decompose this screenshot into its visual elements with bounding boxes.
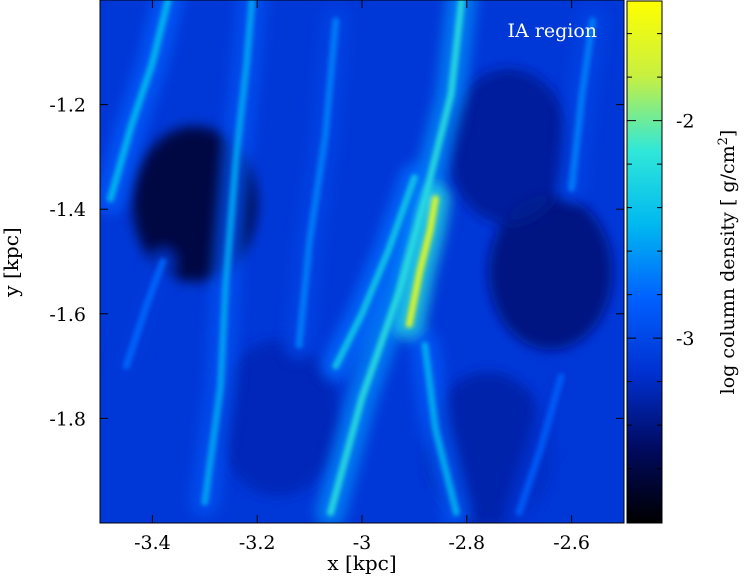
- colorbar-label-text: log column density [ g/cm: [717, 145, 739, 394]
- void-region: [488, 193, 613, 350]
- filament-core: [515, 373, 565, 516]
- x-tick-label: -2.6: [553, 532, 590, 554]
- y-tick-label: -1.8: [49, 408, 86, 430]
- filament-core: [568, 17, 597, 192]
- filament-core: [421, 341, 460, 516]
- y-axis: -1.2 -1.4 -1.6 -1.8: [49, 95, 624, 430]
- filament-core: [405, 195, 439, 328]
- filament-core: [332, 174, 418, 370]
- y-axis-label: y [kpc]: [0, 227, 23, 297]
- x-tick-label: -2.8: [448, 532, 485, 554]
- y-tick-label: -1.6: [49, 304, 86, 326]
- y-tick-label: -1.4: [49, 199, 86, 221]
- colorbar-tick-label: -3: [676, 328, 695, 350]
- filament-core: [327, 0, 466, 516]
- filament-core: [201, 0, 256, 506]
- colorbar-scale: [626, 0, 663, 524]
- void-region: [446, 68, 571, 225]
- x-axis-label: x [kpc]: [327, 551, 396, 575]
- heatmap-panel: [100, 0, 624, 523]
- filament-core: [107, 0, 172, 203]
- y-tick-label: -1.2: [49, 95, 86, 117]
- colorbar: -2 -3 log column density [ g/cm2]: [626, 0, 739, 524]
- void-region: [216, 340, 341, 497]
- colorbar-ticks: -2 -3: [627, 33, 695, 513]
- colorbar-label-sup: 2: [716, 137, 731, 145]
- x-tick-label: -3.4: [134, 532, 171, 554]
- colorbar-tick-label: -2: [676, 111, 695, 133]
- x-tick-label: -3.2: [239, 532, 276, 554]
- region-annotation: IA region: [507, 20, 597, 42]
- colorbar-label-close: ]: [717, 130, 739, 137]
- filament-core: [295, 17, 340, 349]
- colorbar-label: log column density [ g/cm2]: [716, 130, 739, 395]
- x-axis: -3.4 -3.2 -3 -2.8 -2.6: [134, 0, 590, 554]
- filament-cores: [107, 0, 597, 516]
- x-tick-label: -3: [353, 532, 372, 554]
- filament-core: [122, 258, 167, 370]
